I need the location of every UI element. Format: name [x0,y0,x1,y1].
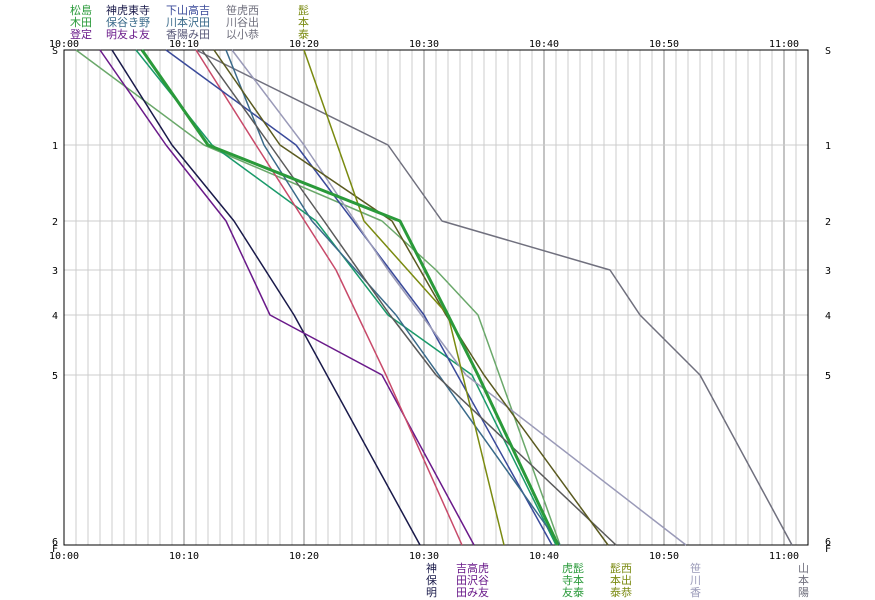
runner-name-label: 香 [690,586,701,599]
runner-name-label: 泰 [298,27,309,41]
y-row-label-right: 5 [825,371,831,382]
x-tick-label-bottom: 10:20 [289,551,319,562]
series-line [140,49,560,546]
runner-name-label: 木田 [70,16,92,29]
x-tick-label-bottom: 10:50 [649,551,679,562]
series-line [75,49,561,546]
series-line [135,49,557,546]
x-tick-label-top: 10:10 [169,39,199,50]
runner-name-label: 明友よ友 [106,27,150,41]
x-tick-label-top: 10:20 [289,39,319,50]
runner-name-label: 本 [798,573,809,587]
series-line [303,49,505,546]
runner-name-label: 笹 [690,562,701,575]
plot-frame [63,49,809,546]
runner-name-label: 下山高吉 [166,3,210,17]
y-row-label-left: 2 [52,217,58,228]
y-row-label-left: S [52,46,58,57]
y-row-label-right: 1 [825,141,831,152]
runner-name-label: 香陽み田 [166,28,210,41]
y-row-label-right: S [825,46,831,57]
runner-name-label: 保谷き野 [106,15,150,29]
runner-name-label: 髭 [298,3,309,17]
x-tick-label-bottom: 10:30 [409,551,439,562]
x-tick-label-top: 10:00 [49,39,79,50]
series-line [195,49,793,546]
series-line [213,49,609,546]
chart-axes: 10:00 10:00 10:10 10:10 10:20 10:20 10:30 10:30… [49,39,831,562]
series-line [99,49,475,546]
y-row-label-right: 4 [825,311,831,322]
runner-name-label: 保 [426,573,437,587]
series-line [195,49,463,546]
chart-series [75,49,793,546]
x-tick-label-bottom: 10:40 [529,551,559,562]
runner-name-label: 田み友 [456,585,489,599]
y-row-label-right: F [825,544,831,555]
runner-name-label: 本 [298,15,309,29]
y-row-label-left: 5 [52,371,58,382]
runner-name-label: 神 [426,561,437,575]
runner-name-label: 川 [690,574,701,587]
y-row-label-left: F [52,544,58,555]
x-tick-label-bottom: 11:00 [769,551,799,562]
series-line [201,49,617,546]
x-tick-label-top: 11:00 [769,39,799,50]
x-tick-label-top: 10:30 [409,39,439,50]
x-tick-label-top: 10:40 [529,39,559,50]
y-row-label-left: 6 [52,537,58,548]
runner-name-label: 陽 [798,586,809,599]
runner-name-label: 川谷出 [226,15,259,29]
runner-name-label: 吉高虎 [456,561,489,575]
runner-name-label: 以小恭 [226,28,259,41]
runner-name-label: 明 [426,586,437,599]
runner-name-label: 本出 [610,573,632,587]
y-row-label-right: 6 [825,537,831,548]
y-row-label-right: 2 [825,217,831,228]
series-line [225,49,561,546]
x-tick-label-top: 10:50 [649,39,679,50]
runner-name-label: 笹虎西 [226,4,259,17]
runner-name-label: 山 [798,562,809,575]
runner-name-label: 登定 [70,27,92,41]
chart-labels: 松島木田登定神虎東寺保谷き野明友よ友下山高吉川本沢田香陽み田笹虎西川谷出以小恭髭… [70,3,809,599]
y-row-label-left: 4 [52,311,58,322]
series-line [231,49,687,546]
runner-name-label: 松島 [70,3,92,17]
y-row-label-right: 3 [825,266,831,277]
runner-name-label: 神虎東寺 [106,3,150,17]
runner-name-label: 虎髭 [562,561,584,575]
series-line [111,49,421,546]
runner-name-label: 寺本 [562,573,584,587]
x-tick-label-bottom: 10:10 [169,551,199,562]
runner-name-label: 友泰 [562,585,584,599]
runner-name-label: 泰恭 [610,585,632,599]
x-tick-label-bottom: 10:00 [49,551,79,562]
y-row-label-left: 3 [52,266,58,277]
y-row-label-left: 1 [52,141,58,152]
runner-name-label: 田沢谷 [456,573,489,587]
runner-name-label: 川本沢田 [166,15,210,29]
series-line [165,49,553,546]
runner-name-label: 髭西 [610,561,632,575]
